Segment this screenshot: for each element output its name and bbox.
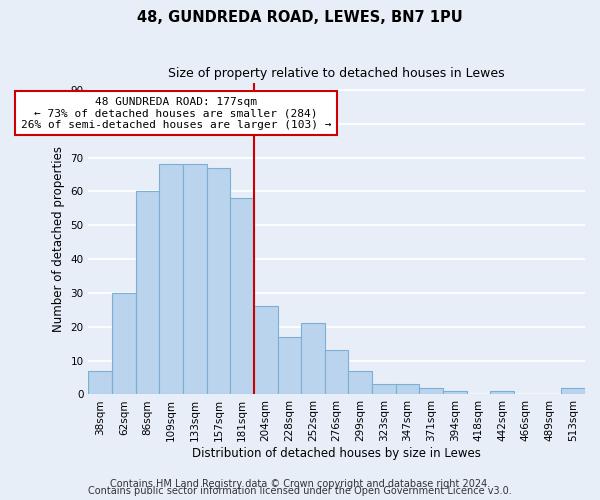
Y-axis label: Number of detached properties: Number of detached properties: [52, 146, 65, 332]
Bar: [112, 293, 136, 394]
Bar: [396, 384, 419, 394]
Bar: [230, 198, 254, 394]
Bar: [301, 324, 325, 394]
Bar: [443, 391, 467, 394]
Bar: [325, 350, 349, 395]
Bar: [206, 168, 230, 394]
X-axis label: Distribution of detached houses by size in Lewes: Distribution of detached houses by size …: [192, 447, 481, 460]
Bar: [136, 192, 159, 394]
Text: 48, GUNDREDA ROAD, LEWES, BN7 1PU: 48, GUNDREDA ROAD, LEWES, BN7 1PU: [137, 10, 463, 25]
Bar: [183, 164, 206, 394]
Bar: [490, 391, 514, 394]
Title: Size of property relative to detached houses in Lewes: Size of property relative to detached ho…: [169, 68, 505, 80]
Bar: [562, 388, 585, 394]
Bar: [159, 164, 183, 394]
Bar: [278, 337, 301, 394]
Bar: [254, 306, 278, 394]
Text: Contains HM Land Registry data © Crown copyright and database right 2024.: Contains HM Land Registry data © Crown c…: [110, 479, 490, 489]
Bar: [419, 388, 443, 394]
Bar: [372, 384, 396, 394]
Bar: [88, 371, 112, 394]
Text: Contains public sector information licensed under the Open Government Licence v3: Contains public sector information licen…: [88, 486, 512, 496]
Bar: [349, 371, 372, 394]
Text: 48 GUNDREDA ROAD: 177sqm
← 73% of detached houses are smaller (284)
26% of semi-: 48 GUNDREDA ROAD: 177sqm ← 73% of detach…: [20, 96, 331, 130]
